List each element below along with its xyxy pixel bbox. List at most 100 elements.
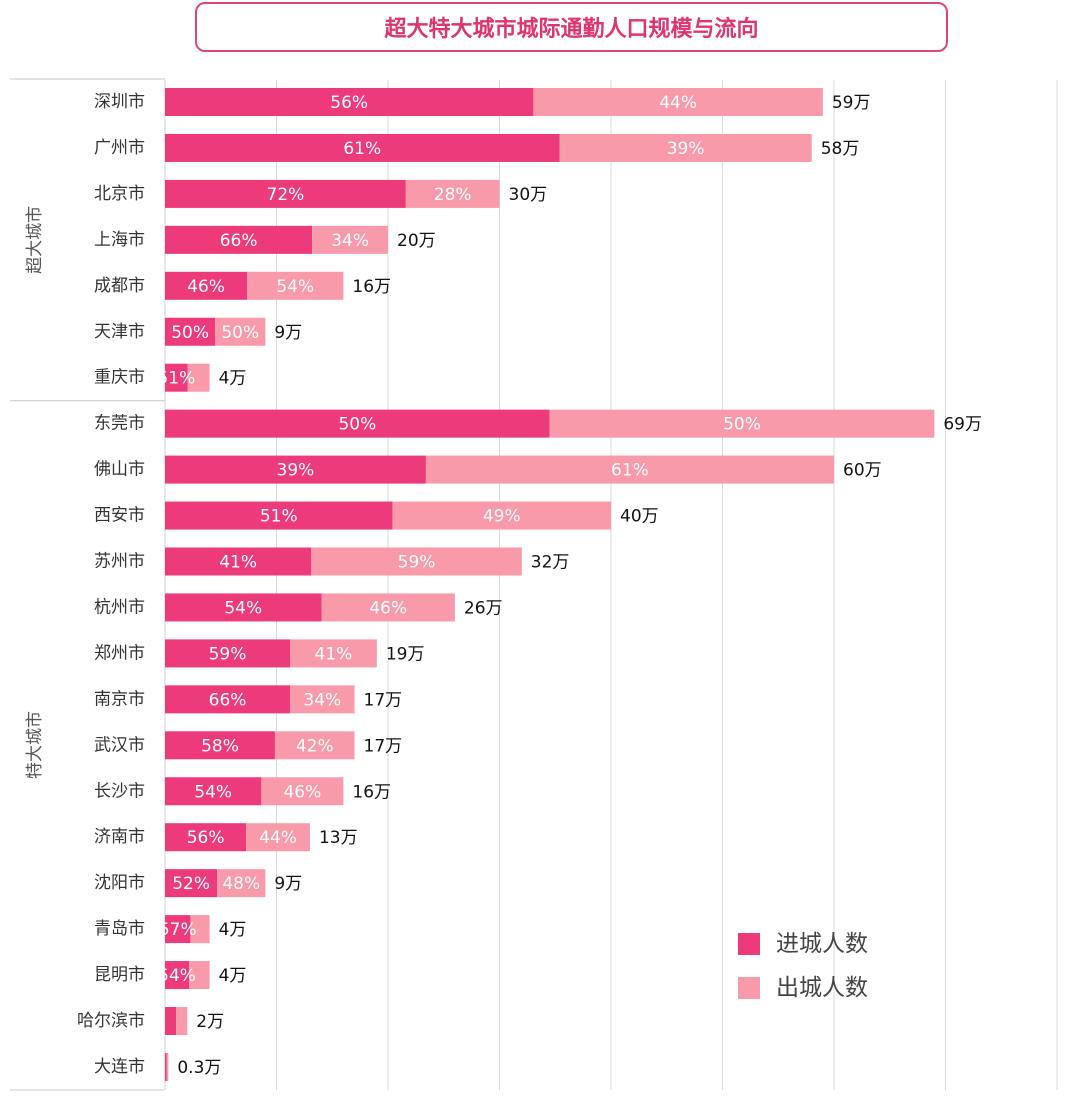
total-value-label: 16万 <box>352 277 391 297</box>
total-value-label: 16万 <box>352 782 391 802</box>
city-tick-label: 苏州市 <box>94 552 145 572</box>
bar-inbound <box>165 777 262 806</box>
inbound-pct-label: 56% <box>187 828 225 848</box>
bar-inbound <box>165 547 312 576</box>
total-value-label: 9万 <box>274 874 302 894</box>
bar-outbound <box>392 501 611 530</box>
city-tick-label: 青岛市 <box>94 919 145 939</box>
city-tick-label: 哈尔滨市 <box>77 1011 145 1031</box>
inbound-pct-label: 50% <box>171 323 209 343</box>
inbound-pct-label: 52% <box>172 874 210 894</box>
bar-outbound <box>559 133 812 162</box>
total-value-label: 69万 <box>943 415 982 435</box>
inbound-pct-label: 39% <box>277 461 315 481</box>
bar-inbound <box>165 88 534 116</box>
bar-outbound <box>321 593 455 622</box>
city-tick-label: 沈阳市 <box>94 873 145 893</box>
bar-outbound <box>246 823 310 852</box>
inbound-pct-label: 58% <box>201 736 239 756</box>
total-value-label: 58万 <box>821 139 860 159</box>
bar-inbound <box>165 179 406 208</box>
inbound-pct-label: 56% <box>330 93 368 113</box>
bar-inbound <box>165 593 322 622</box>
city-tick-label: 南京市 <box>94 689 145 709</box>
outbound-pct-label: 42% <box>296 736 334 756</box>
bar-outbound <box>190 915 210 944</box>
total-value-label: 30万 <box>509 185 548 205</box>
bar-outbound <box>274 731 355 760</box>
city-tick-label: 重庆市 <box>94 368 145 388</box>
bar-outbound <box>311 547 522 576</box>
total-value-label: 9万 <box>274 323 302 343</box>
total-value-label: 32万 <box>531 553 570 573</box>
total-value-label: 4万 <box>219 920 247 940</box>
bar-outbound <box>189 961 210 990</box>
bar-inbound <box>165 501 393 530</box>
bar-outbound <box>261 777 344 806</box>
city-tick-label: 佛山市 <box>94 460 145 480</box>
city-tick-label: 成都市 <box>94 276 145 296</box>
bar-inbound <box>165 915 191 944</box>
bar-inbound <box>165 869 218 898</box>
total-value-label: 0.3万 <box>177 1058 221 1078</box>
total-value-label: 40万 <box>620 507 659 527</box>
total-value-label: 17万 <box>364 690 403 710</box>
bar-outbound <box>425 455 834 484</box>
outbound-pct-label: 49% <box>483 507 521 527</box>
city-tick-label: 上海市 <box>94 230 145 250</box>
bar-inbound <box>165 133 560 162</box>
outbound-pct-label: 44% <box>659 93 697 113</box>
bar-outbound <box>176 1007 188 1035</box>
legend-swatch-inbound <box>738 933 760 955</box>
city-tick-label: 深圳市 <box>94 92 145 112</box>
inbound-pct-label: 46% <box>187 277 225 297</box>
group-label: 超大城市 <box>25 206 45 274</box>
total-value-label: 4万 <box>219 966 247 986</box>
inbound-pct-label: 54% <box>158 966 196 986</box>
inbound-pct-label: 72% <box>267 185 305 205</box>
city-tick-label: 济南市 <box>94 827 145 847</box>
bar-inbound <box>165 823 247 852</box>
outbound-pct-label: 46% <box>283 782 321 802</box>
bar-inbound <box>165 409 550 438</box>
total-value-label: 26万 <box>464 598 503 618</box>
bar-outbound <box>533 88 823 116</box>
city-tick-label: 北京市 <box>94 184 145 204</box>
city-tick-label: 广州市 <box>94 138 145 158</box>
outbound-pct-label: 39% <box>667 139 705 159</box>
inbound-pct-label: 66% <box>220 231 258 251</box>
inbound-pct-label: 66% <box>209 690 247 710</box>
city-tick-label: 武汉市 <box>94 735 145 755</box>
bar-inbound <box>165 271 248 300</box>
outbound-pct-label: 59% <box>398 553 436 573</box>
bar-outbound <box>290 685 355 714</box>
bar-inbound <box>165 1052 167 1081</box>
city-tick-label: 郑州市 <box>94 643 145 663</box>
outbound-pct-label: 34% <box>303 690 341 710</box>
inbound-pct-label: 51% <box>260 507 298 527</box>
bar-inbound <box>165 317 216 346</box>
bar-outbound <box>549 409 935 438</box>
total-value-label: 13万 <box>319 828 358 848</box>
inbound-pct-label: 59% <box>209 644 247 664</box>
bar-inbound <box>165 363 188 392</box>
total-value-label: 60万 <box>843 461 882 481</box>
total-value-label: 20万 <box>397 231 436 251</box>
outbound-pct-label: 54% <box>276 277 314 297</box>
bar-outbound <box>166 1052 169 1081</box>
city-tick-label: 长沙市 <box>94 781 145 801</box>
inbound-pct-label: 41% <box>219 553 257 573</box>
outbound-pct-label: 48% <box>222 874 260 894</box>
bar-inbound <box>165 1007 177 1035</box>
total-value-label: 17万 <box>364 736 403 756</box>
outbound-pct-label: 50% <box>723 415 761 435</box>
bar-outbound <box>217 869 266 898</box>
inbound-pct-label: 61% <box>343 139 381 159</box>
outbound-pct-label: 41% <box>315 644 353 664</box>
total-value-label: 2万 <box>196 1012 224 1032</box>
outbound-pct-label: 61% <box>611 461 649 481</box>
bar-inbound <box>165 225 313 254</box>
